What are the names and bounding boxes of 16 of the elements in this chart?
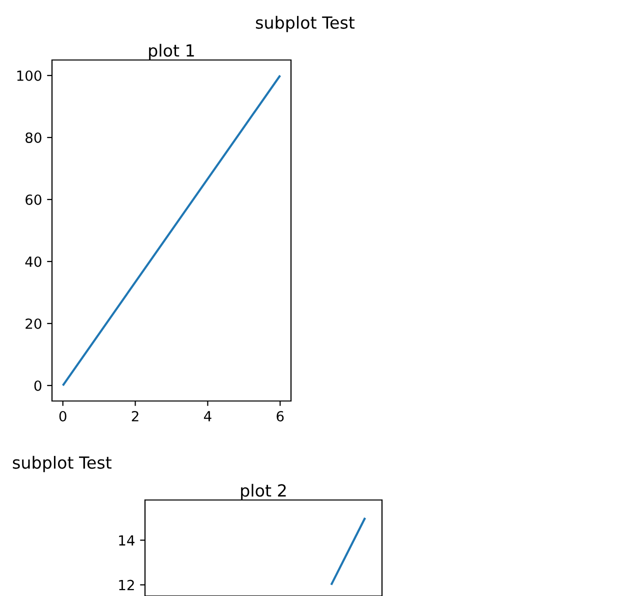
y-tick-label: 60	[26, 194, 42, 205]
chart-title: subplot Test	[12, 456, 112, 472]
y-tick-label: 0	[34, 380, 42, 391]
y-tick-label: 14	[119, 535, 134, 546]
chart-subtitle: plot 2	[241, 484, 286, 500]
chart-title: subplot Test	[256, 16, 355, 32]
x-tick-label: 0	[59, 410, 66, 422]
y-tick-label: 40	[25, 256, 42, 267]
x-tick-label: 4	[204, 411, 212, 422]
y-tick-label: 12	[119, 580, 134, 590]
y-tick-label: 100	[17, 70, 42, 81]
x-tick-label: 2	[132, 410, 138, 422]
chart-subtitle: plot 1	[149, 44, 194, 60]
x-tick-label: 6	[276, 410, 284, 422]
y-tick-label: 20	[26, 318, 42, 329]
y-tick-label: 80	[26, 132, 42, 143]
